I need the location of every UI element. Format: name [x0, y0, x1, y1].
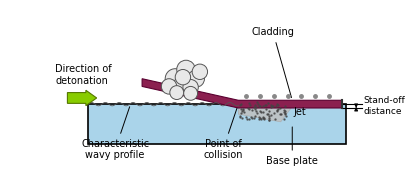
FancyArrow shape [67, 90, 97, 106]
Circle shape [161, 79, 177, 94]
Text: Stand-off
distance: Stand-off distance [364, 96, 406, 116]
Circle shape [192, 64, 207, 80]
Polygon shape [239, 100, 292, 122]
Text: Characteristic
wavy profile: Characteristic wavy profile [81, 107, 149, 160]
Circle shape [188, 70, 205, 87]
Text: Base plate: Base plate [266, 127, 318, 166]
Text: Point of
collision: Point of collision [203, 107, 243, 160]
Circle shape [165, 69, 185, 89]
Circle shape [184, 86, 197, 100]
Bar [88, 104, 346, 144]
Circle shape [172, 78, 189, 95]
Circle shape [170, 86, 184, 100]
Circle shape [183, 80, 198, 95]
Polygon shape [142, 79, 342, 108]
Text: Jet: Jet [294, 107, 307, 117]
Text: Direction of
detonation: Direction of detonation [55, 64, 112, 86]
Circle shape [175, 69, 191, 85]
Circle shape [177, 60, 195, 79]
Text: Cladding: Cladding [252, 27, 294, 98]
